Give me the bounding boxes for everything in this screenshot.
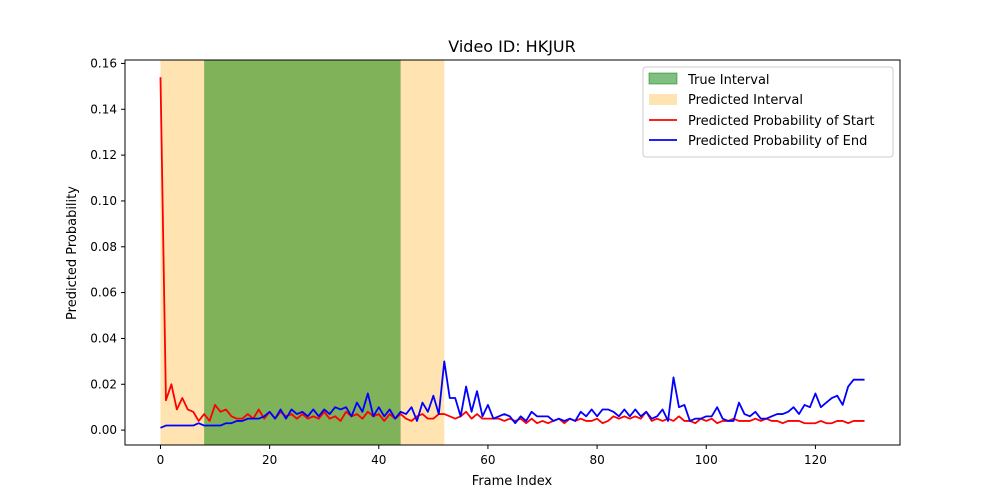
y-tick-label: 0.14 xyxy=(90,102,117,116)
y-tick-label: 0.00 xyxy=(90,423,117,437)
legend-label-predicted-interval: Predicted Interval xyxy=(688,93,803,108)
legend-label-start: Predicted Probability of Start xyxy=(688,114,874,129)
legend: True Interval Predicted Interval Predict… xyxy=(642,66,894,158)
series-lines xyxy=(159,77,865,429)
y-tick-label: 0.08 xyxy=(90,240,117,254)
x-tick-label: 60 xyxy=(480,453,495,467)
y-tick-label: 0.04 xyxy=(90,331,117,345)
chart-title: Video ID: HKJUR xyxy=(448,37,576,56)
x-tick-label: 20 xyxy=(262,453,277,467)
series-line-end xyxy=(160,360,865,429)
y-tick-label: 0.02 xyxy=(90,377,117,391)
x-tick-label: 40 xyxy=(371,453,386,467)
x-tick-label: 0 xyxy=(157,453,165,467)
y-axis-label: Predicted Probability xyxy=(65,186,80,320)
legend-label-end: Predicted Probability of End xyxy=(688,134,867,149)
legend-box xyxy=(642,66,894,158)
legend-label-true-interval: True Interval xyxy=(687,73,770,88)
interval-spans xyxy=(160,60,445,445)
y-tick-label: 0.12 xyxy=(90,148,117,162)
x-tick-label: 100 xyxy=(695,453,718,467)
legend-swatch-predicted-interval xyxy=(649,94,677,105)
x-tick-label: 120 xyxy=(804,453,827,467)
x-axis-label: Frame Index xyxy=(472,474,553,489)
plot-frame xyxy=(124,59,901,446)
y-tick-label: 0.06 xyxy=(90,286,117,300)
y-tick-label: 0.10 xyxy=(90,194,117,208)
x-tick-label: 80 xyxy=(589,453,604,467)
legend-swatch-true-interval xyxy=(648,72,678,85)
interval-span-true-interval xyxy=(204,60,401,445)
y-tick-label: 0.16 xyxy=(90,56,117,70)
x-axis-ticks: 0 20 40 60 80 100 120 xyxy=(157,445,827,467)
y-axis-ticks: 0.00 0.02 0.04 0.06 0.08 0.10 0.12 0.14 0.16 xyxy=(90,56,125,437)
